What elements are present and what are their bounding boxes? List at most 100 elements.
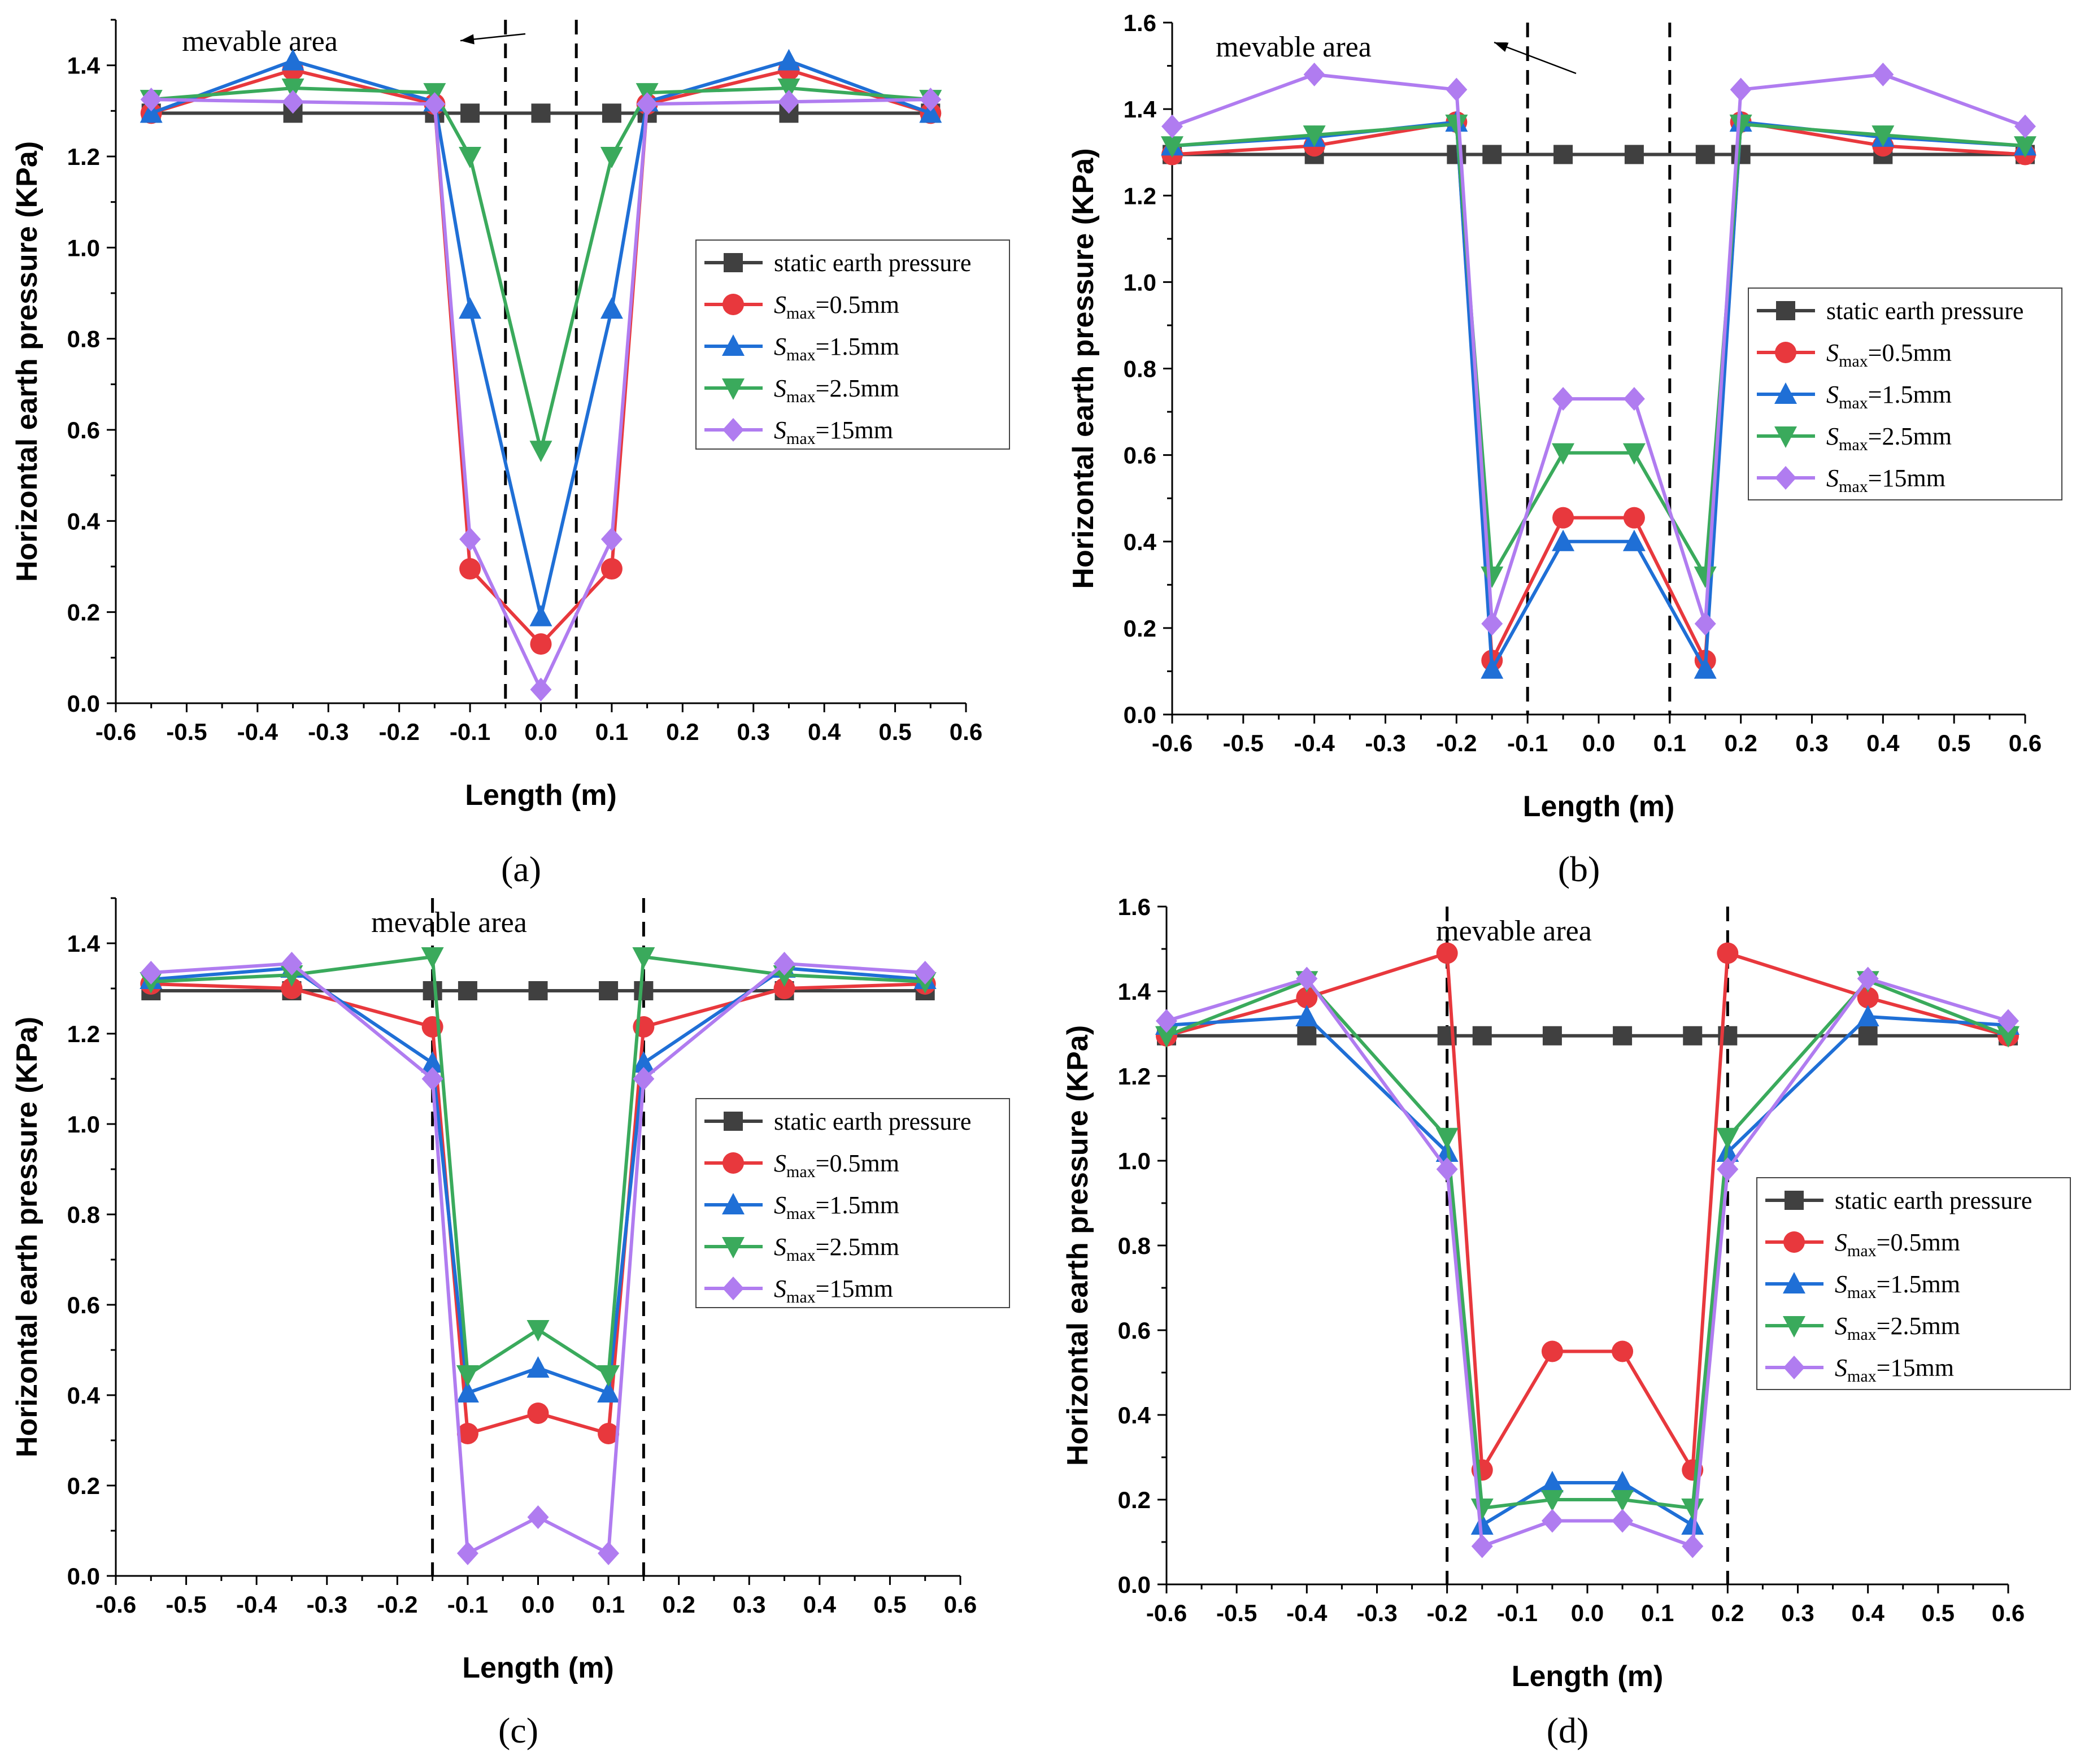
legend-marker: [723, 418, 744, 442]
data-point: [2014, 136, 2036, 158]
x-tick-label: 0.0: [524, 718, 557, 745]
data-point: [528, 981, 548, 1000]
legend-marker: [724, 1112, 743, 1131]
y-tick-label: 0.0: [67, 690, 100, 717]
y-tick-label: 1.2: [67, 143, 100, 170]
series-0: [1163, 145, 2035, 164]
data-point: [531, 103, 551, 123]
legend-label: Smax=15mm: [1835, 1354, 1954, 1386]
series-3: [140, 947, 937, 1387]
data-point: [1540, 1471, 1564, 1492]
x-tick-label: -0.5: [166, 1591, 206, 1618]
data-point: [1296, 966, 1318, 991]
y-tick-label: 1.4: [67, 930, 101, 957]
x-tick-label: -0.3: [308, 718, 349, 745]
x-axis-title: Length (m): [1512, 1660, 1664, 1693]
x-tick-label: 0.3: [1795, 730, 1828, 756]
y-axis-title: Horizontal earth pressure (KPa): [1061, 1025, 1094, 1466]
data-point: [530, 677, 552, 702]
y-tick-label: 0.8: [1124, 356, 1156, 382]
y-tick-label: 0.0: [1124, 702, 1156, 728]
data-point: [600, 558, 623, 580]
panel-label: (c): [498, 1710, 538, 1750]
data-point: [1623, 507, 1645, 529]
y-tick-label: 1.4: [67, 53, 101, 79]
x-tick-label: -0.1: [1497, 1600, 1538, 1626]
y-tick-label: 1.4: [1118, 978, 1151, 1005]
series-4: [140, 952, 936, 1565]
legend-marker: [1783, 1356, 1805, 1379]
legend-label: Smax=1.5mm: [1835, 1270, 1960, 1302]
x-tick-label: 0.1: [1653, 730, 1686, 756]
data-point: [280, 965, 303, 987]
x-tick-label: -0.3: [1356, 1600, 1397, 1626]
x-axis-title: Length (m): [462, 1652, 614, 1684]
legend-label: static earth pressure: [1835, 1187, 2032, 1214]
x-tick-label: 0.2: [1711, 1600, 1744, 1626]
panel-label: (a): [501, 849, 541, 889]
data-point: [1445, 114, 1468, 136]
data-point: [1717, 1157, 1739, 1181]
data-point: [456, 1365, 479, 1387]
data-point: [459, 147, 482, 168]
data-point: [1681, 1499, 1704, 1520]
data-point: [1681, 1513, 1704, 1535]
legend-label: Smax=0.5mm: [774, 291, 899, 323]
series-0: [1157, 1026, 2018, 1046]
y-tick-label: 0.2: [1118, 1487, 1151, 1513]
x-tick-label: 0.1: [595, 718, 628, 745]
data-point: [1541, 1509, 1563, 1533]
data-point: [1481, 612, 1503, 636]
x-tick-label: 0.3: [1781, 1600, 1814, 1626]
x-tick-label: 0.5: [873, 1591, 906, 1618]
data-point: [633, 1067, 655, 1091]
y-tick-label: 0.6: [67, 1292, 100, 1318]
data-point: [1716, 1127, 1739, 1149]
data-point: [1857, 966, 1879, 991]
x-tick-label: -0.2: [377, 1591, 417, 1618]
x-tick-label: 0.4: [1851, 1600, 1884, 1626]
y-tick-label: 0.2: [67, 599, 100, 626]
data-point: [1872, 125, 1895, 147]
x-tick-label: 0.5: [878, 718, 911, 745]
data-point: [421, 1051, 444, 1073]
data-point: [1997, 1026, 2020, 1048]
chart-panel: -0.6 -0.5 -0.4 -0.3 -0.2 -0.1 0.0 0.1 0.2 0.3 0.4 0…: [11, 19, 1010, 889]
data-point: [423, 981, 442, 1000]
y-tick-label: 0.8: [67, 326, 100, 352]
data-point: [459, 297, 482, 319]
legend-label: Smax=0.5mm: [1826, 339, 1952, 371]
data-point: [1858, 1026, 1878, 1046]
data-point: [598, 1423, 620, 1444]
data-point: [459, 558, 481, 580]
data-point: [1481, 567, 1504, 588]
data-point: [1694, 657, 1717, 679]
legend-label: static earth pressure: [774, 249, 971, 277]
data-point: [600, 147, 623, 168]
legend-marker: [1783, 1272, 1805, 1293]
legend-label: Smax=2.5mm: [1826, 423, 1952, 454]
data-point: [140, 961, 162, 985]
data-point: [1541, 1340, 1563, 1362]
data-point: [424, 92, 446, 116]
x-tick-label: 0.4: [1866, 730, 1900, 756]
y-tick-label: 1.0: [67, 1111, 100, 1138]
data-point: [1612, 1509, 1634, 1533]
data-point: [1872, 62, 1894, 86]
x-tick-label: -0.6: [1146, 1600, 1187, 1626]
legend-label: static earth pressure: [774, 1108, 971, 1135]
x-axis-title: Length (m): [465, 779, 617, 812]
data-point: [282, 90, 304, 114]
x-tick-label: -0.6: [95, 1591, 136, 1618]
data-point: [778, 90, 800, 114]
y-tick-label: 1.0: [1118, 1148, 1151, 1174]
legend-label: Smax=0.5mm: [1835, 1229, 1960, 1260]
annotation-text: mevable area: [371, 907, 527, 939]
annotation-text: mevable area: [1216, 31, 1372, 63]
x-tick-label: 0.5: [1922, 1600, 1955, 1626]
data-point: [632, 1051, 655, 1073]
data-point: [527, 1403, 549, 1424]
x-tick-label: -0.1: [1507, 730, 1548, 756]
data-point: [1436, 1157, 1458, 1181]
